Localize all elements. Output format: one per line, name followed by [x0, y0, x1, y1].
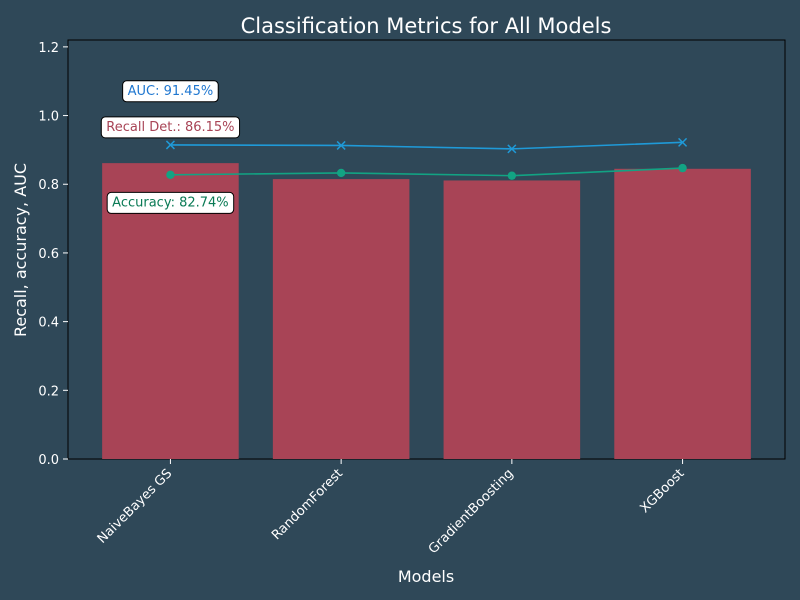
annotation-label: AUC: 91.45%: [128, 84, 214, 99]
auc-point: [507, 144, 517, 154]
x-axis-title: Models: [398, 567, 454, 586]
y-tick-label: 0.2: [38, 384, 59, 399]
chart-title: Classification Metrics for All Models: [241, 14, 612, 38]
y-tick-label: 0.4: [38, 316, 59, 331]
y-tick-label: 1.0: [38, 110, 59, 125]
auc-point: [336, 140, 346, 150]
y-tick-label: 0.0: [38, 453, 59, 468]
annotation-box: [122, 80, 219, 103]
plot-area: 0.0 0.2 0.4 0.6 0.8 1.0 1.2 NaiveBayes GS Random…: [38, 39, 786, 557]
accuracy-point: [678, 163, 687, 173]
auc-point: [165, 140, 175, 150]
plot-frame: [67, 39, 786, 460]
bar-recall: [443, 180, 581, 460]
accuracy-point: [336, 168, 346, 178]
auc-point: [678, 137, 688, 147]
x-tick-label: NaiveBayes GS: [95, 466, 175, 546]
annotation-label: Accuracy: 82.74%: [112, 195, 229, 210]
y-tick-label: 0.8: [38, 178, 59, 193]
annotation-box: [106, 191, 235, 214]
accuracy-point: [507, 171, 517, 180]
x-tick-label: RandomForest: [269, 466, 346, 543]
x-tick-label: XGBoost: [637, 466, 687, 516]
accuracy-line: [170, 167, 683, 177]
auc-line: [170, 141, 683, 150]
x-tick-label: GradientBoosting: [426, 466, 517, 557]
y-tick-label: 1.2: [38, 41, 59, 56]
bar-recall: [272, 179, 410, 459]
y-tick-label: 0.6: [38, 247, 59, 262]
y-axis-title: Recall, accuracy, AUC: [11, 163, 30, 337]
bar-recall: [614, 168, 751, 459]
annotation-label: Recall Det.: 86.15%: [106, 120, 234, 135]
annotation-box: [100, 116, 241, 139]
accuracy-point: [166, 170, 175, 180]
